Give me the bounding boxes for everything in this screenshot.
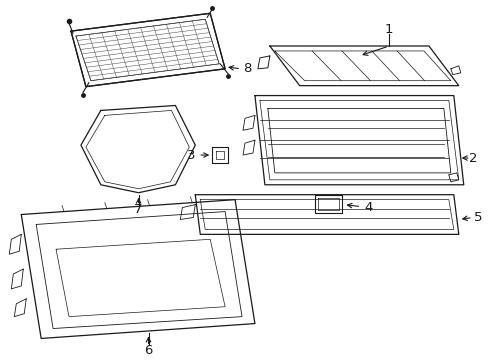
Text: 7: 7 [134,203,142,216]
Polygon shape [254,95,463,185]
Polygon shape [269,46,458,86]
Text: 6: 6 [144,344,152,357]
Text: 2: 2 [468,152,477,165]
Text: 1: 1 [384,23,393,36]
Polygon shape [195,195,458,234]
Polygon shape [71,13,224,87]
Text: 8: 8 [243,62,251,75]
Text: 3: 3 [186,149,195,162]
Text: 5: 5 [473,211,481,224]
Text: 4: 4 [364,201,372,214]
Polygon shape [21,200,254,338]
